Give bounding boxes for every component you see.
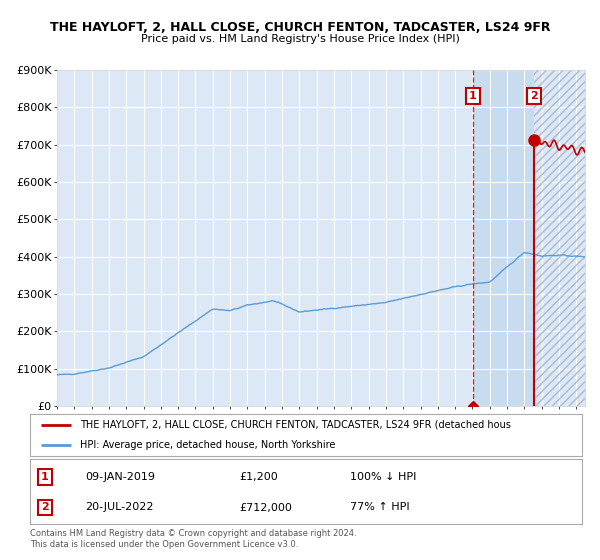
Text: 1: 1 — [41, 472, 49, 482]
Text: £1,200: £1,200 — [240, 472, 278, 482]
Bar — [534, 70, 585, 406]
Text: Price paid vs. HM Land Registry's House Price Index (HPI): Price paid vs. HM Land Registry's House … — [140, 34, 460, 44]
Text: THE HAYLOFT, 2, HALL CLOSE, CHURCH FENTON, TADCASTER, LS24 9FR (detached hous: THE HAYLOFT, 2, HALL CLOSE, CHURCH FENTO… — [80, 420, 511, 430]
Text: 20-JUL-2022: 20-JUL-2022 — [85, 502, 154, 512]
Text: 2: 2 — [41, 502, 49, 512]
Text: THE HAYLOFT, 2, HALL CLOSE, CHURCH FENTON, TADCASTER, LS24 9FR: THE HAYLOFT, 2, HALL CLOSE, CHURCH FENTO… — [50, 21, 550, 34]
Text: 77% ↑ HPI: 77% ↑ HPI — [350, 502, 410, 512]
Text: 100% ↓ HPI: 100% ↓ HPI — [350, 472, 416, 482]
Text: 1: 1 — [469, 91, 477, 101]
Text: 2: 2 — [530, 91, 538, 101]
Text: Contains HM Land Registry data © Crown copyright and database right 2024.
This d: Contains HM Land Registry data © Crown c… — [30, 529, 356, 549]
Text: HPI: Average price, detached house, North Yorkshire: HPI: Average price, detached house, Nort… — [80, 440, 335, 450]
Bar — [534, 70, 585, 406]
Text: £712,000: £712,000 — [240, 502, 293, 512]
Bar — [473, 70, 534, 406]
Text: 09-JAN-2019: 09-JAN-2019 — [85, 472, 155, 482]
